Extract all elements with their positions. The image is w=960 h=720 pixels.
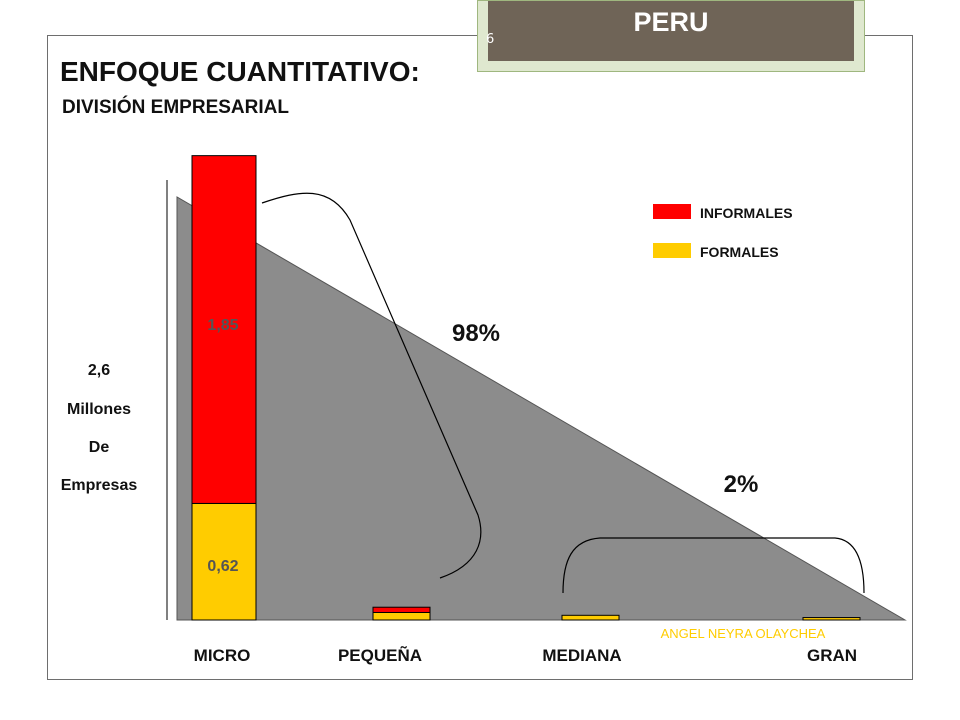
- bar-gran-formales: [802, 617, 861, 621]
- data-label-micro-informales: 1,85: [207, 317, 238, 334]
- bar-pequea-informales: [372, 606, 431, 613]
- bar-micro-informales: [191, 155, 257, 504]
- country-title: PERU: [633, 7, 709, 37]
- brace-98: [261, 192, 482, 579]
- background-triangle: [176, 196, 907, 621]
- country-banner-inner: PERU: [488, 1, 854, 61]
- category-label-pequena: PEQUEÑA: [338, 645, 422, 665]
- y-note-line-3: De: [89, 439, 110, 456]
- bar-mediana-formales: [561, 614, 620, 621]
- country-banner: PERU: [477, 0, 865, 72]
- category-label-mediana: MEDIANA: [542, 646, 621, 665]
- legend-label-informales: INFORMALES: [700, 205, 793, 221]
- data-label-micro-formales: 0,62: [207, 558, 238, 575]
- brace-2: [562, 537, 865, 594]
- author-credit: ANGEL NEYRA OLAYCHEA: [661, 626, 826, 641]
- legend-swatch-formales: [653, 243, 691, 258]
- category-label-gran: GRAN: [807, 646, 857, 665]
- slide-number: 6: [486, 32, 495, 47]
- page-title: ENFOQUE CUANTITATIVO:: [60, 56, 420, 87]
- bar-pequea-formales: [372, 611, 431, 621]
- annotation-2: 2%: [724, 471, 759, 498]
- y-note-line-2: Millones: [67, 401, 131, 418]
- legend-swatch-informales: [653, 204, 691, 219]
- page-subtitle: DIVISIÓN EMPRESARIAL: [62, 97, 289, 118]
- y-note-line-1: 2,6: [88, 362, 110, 379]
- category-label-micro: MICRO: [194, 646, 251, 665]
- bar-micro-formales: [191, 502, 257, 621]
- y-note-line-4: Empresas: [61, 477, 138, 494]
- bars-group: [191, 155, 861, 621]
- legend-label-formales: FORMALES: [700, 244, 779, 260]
- annotation-98: 98%: [452, 320, 500, 347]
